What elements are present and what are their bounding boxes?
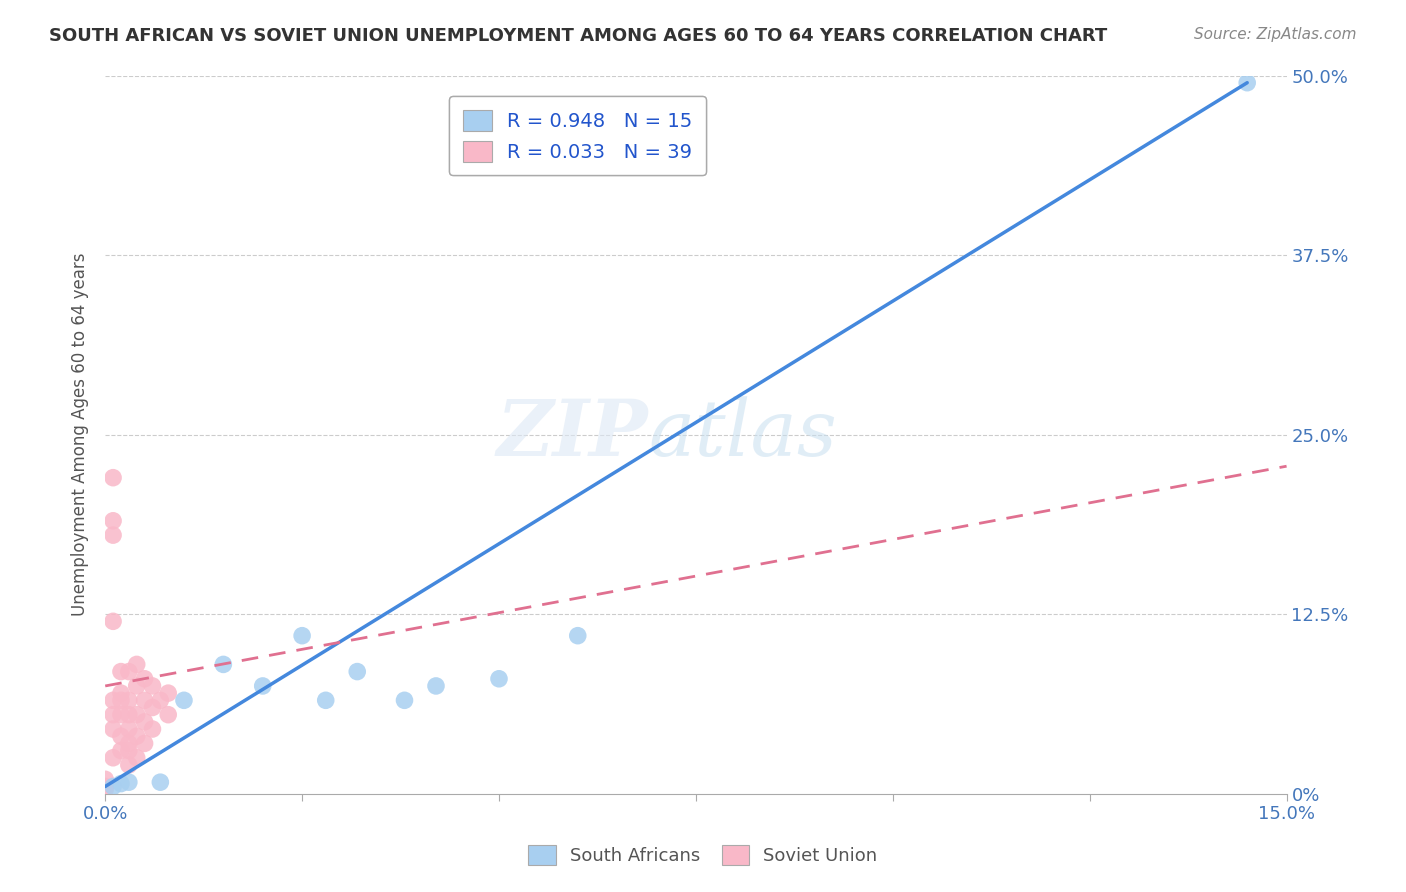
Point — [94, 780, 117, 794]
Point — [110, 693, 132, 707]
Point — [425, 679, 447, 693]
Point — [125, 707, 148, 722]
Point — [488, 672, 510, 686]
Text: SOUTH AFRICAN VS SOVIET UNION UNEMPLOYMENT AMONG AGES 60 TO 64 YEARS CORRELATION: SOUTH AFRICAN VS SOVIET UNION UNEMPLOYME… — [49, 27, 1108, 45]
Point — [157, 686, 180, 700]
Point — [157, 707, 180, 722]
Point — [315, 693, 337, 707]
Point — [149, 775, 172, 789]
Point — [101, 615, 124, 629]
Point — [101, 707, 124, 722]
Point — [125, 751, 148, 765]
Point — [125, 657, 148, 672]
Legend: South Africans, Soviet Union: South Africans, Soviet Union — [517, 834, 889, 876]
Point — [141, 722, 163, 736]
Legend: R = 0.948   N = 15, R = 0.033   N = 39: R = 0.948 N = 15, R = 0.033 N = 39 — [449, 96, 706, 176]
Point — [101, 722, 124, 736]
Point — [291, 629, 314, 643]
Point — [118, 758, 141, 772]
Point — [94, 782, 117, 797]
Point — [118, 665, 141, 679]
Point — [101, 528, 124, 542]
Point — [118, 736, 141, 750]
Point — [134, 693, 156, 707]
Point — [173, 693, 195, 707]
Point — [118, 693, 141, 707]
Point — [110, 729, 132, 743]
Point — [141, 700, 163, 714]
Point — [134, 736, 156, 750]
Point — [212, 657, 235, 672]
Point — [125, 679, 148, 693]
Point — [101, 514, 124, 528]
Point — [101, 693, 124, 707]
Point — [567, 629, 589, 643]
Point — [110, 665, 132, 679]
Point — [101, 471, 124, 485]
Point — [101, 751, 124, 765]
Point — [101, 780, 124, 794]
Text: ZIP: ZIP — [496, 396, 648, 473]
Point — [110, 743, 132, 757]
Point — [1236, 76, 1258, 90]
Point — [110, 686, 132, 700]
Point — [394, 693, 416, 707]
Point — [134, 672, 156, 686]
Point — [118, 707, 141, 722]
Text: atlas: atlas — [648, 396, 838, 473]
Point — [141, 679, 163, 693]
Point — [134, 714, 156, 729]
Point — [346, 665, 368, 679]
Point — [118, 775, 141, 789]
Point — [118, 743, 141, 757]
Y-axis label: Unemployment Among Ages 60 to 64 years: Unemployment Among Ages 60 to 64 years — [72, 252, 89, 616]
Point — [118, 722, 141, 736]
Text: Source: ZipAtlas.com: Source: ZipAtlas.com — [1194, 27, 1357, 42]
Point — [94, 772, 117, 787]
Point — [252, 679, 274, 693]
Point — [149, 693, 172, 707]
Point — [125, 729, 148, 743]
Point — [110, 776, 132, 790]
Point — [110, 707, 132, 722]
